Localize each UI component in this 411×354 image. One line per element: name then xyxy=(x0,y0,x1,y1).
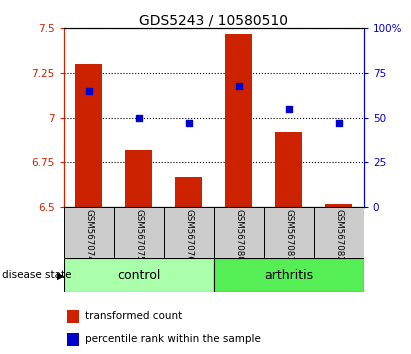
Text: control: control xyxy=(117,269,160,282)
Text: GSM567076: GSM567076 xyxy=(184,209,193,261)
Bar xyxy=(164,207,214,258)
Text: GSM567082: GSM567082 xyxy=(334,209,343,261)
Bar xyxy=(264,207,314,258)
Title: GDS5243 / 10580510: GDS5243 / 10580510 xyxy=(139,13,288,27)
Bar xyxy=(64,258,214,292)
Text: transformed count: transformed count xyxy=(85,312,182,321)
Bar xyxy=(75,64,102,207)
Bar xyxy=(225,34,252,207)
Bar xyxy=(214,207,264,258)
Point xyxy=(286,106,292,112)
Text: GSM567080: GSM567080 xyxy=(234,209,243,261)
Point xyxy=(236,83,242,88)
Point xyxy=(335,120,342,126)
Bar xyxy=(114,207,164,258)
Text: GSM567074: GSM567074 xyxy=(84,209,93,261)
Bar xyxy=(175,177,203,207)
Text: arthritis: arthritis xyxy=(264,269,313,282)
Text: percentile rank within the sample: percentile rank within the sample xyxy=(85,335,261,344)
Bar xyxy=(64,207,114,258)
Text: disease state: disease state xyxy=(2,270,72,280)
Bar xyxy=(125,150,152,207)
Point xyxy=(136,115,142,121)
Bar xyxy=(67,310,79,323)
Bar xyxy=(67,333,79,346)
Text: GSM567081: GSM567081 xyxy=(284,209,293,261)
Bar xyxy=(214,258,364,292)
Point xyxy=(85,88,92,94)
Bar xyxy=(314,207,364,258)
Bar xyxy=(325,204,353,207)
Text: GSM567075: GSM567075 xyxy=(134,209,143,261)
Bar xyxy=(275,132,302,207)
Text: ▶: ▶ xyxy=(57,270,64,280)
Point xyxy=(185,120,192,126)
